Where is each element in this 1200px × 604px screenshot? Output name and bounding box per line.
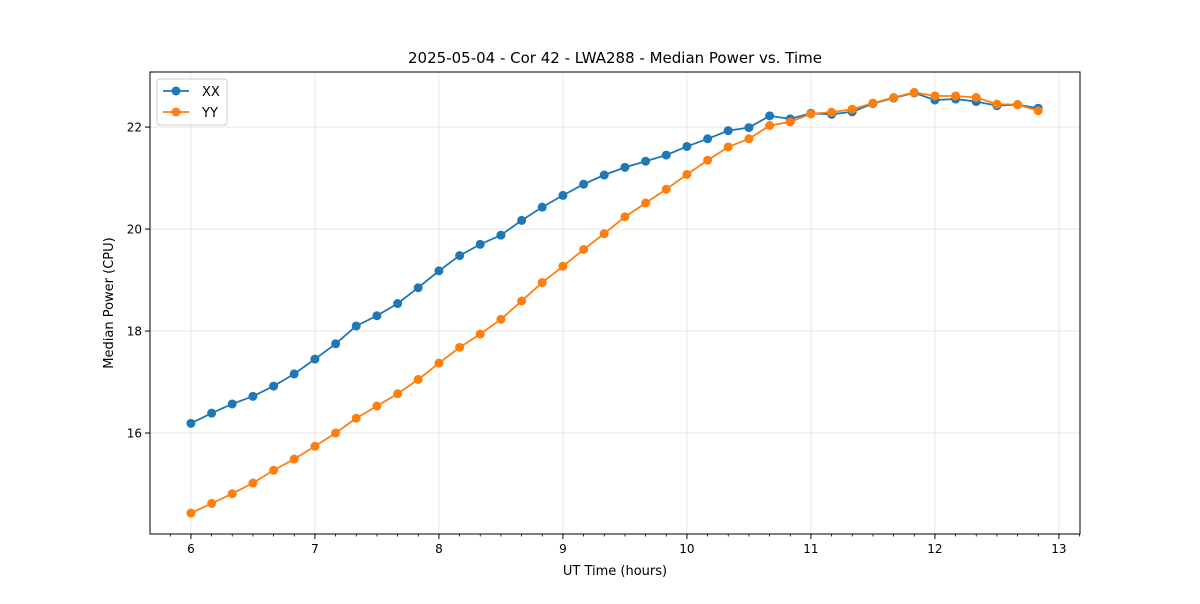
- data-point-xx: [227, 399, 237, 409]
- series-lines: [186, 87, 1043, 518]
- data-point-yy: [496, 314, 506, 324]
- data-point-yy: [868, 98, 878, 108]
- y-tick-label: 20: [127, 223, 142, 237]
- x-tick-label: 11: [803, 542, 818, 556]
- data-point-yy: [661, 184, 671, 194]
- plot-area-frame: [149, 71, 1081, 535]
- data-point-yy: [599, 229, 609, 239]
- data-point-xx: [537, 202, 547, 212]
- data-point-yy: [455, 342, 465, 352]
- data-point-yy: [744, 134, 754, 144]
- data-point-xx: [517, 215, 527, 225]
- data-point-xx: [620, 162, 630, 172]
- data-point-yy: [558, 261, 568, 271]
- data-point-yy: [537, 278, 547, 288]
- data-point-xx: [372, 311, 382, 321]
- data-point-yy: [1013, 100, 1023, 110]
- data-point-xx: [599, 170, 609, 180]
- data-point-yy: [372, 401, 382, 411]
- y-tick-label: 16: [127, 427, 142, 441]
- grid: [150, 72, 1080, 534]
- y-axis-ticks: 16 18 20 22: [127, 121, 150, 441]
- data-point-xx: [579, 179, 589, 189]
- data-point-yy: [248, 478, 258, 488]
- data-point-xx: [186, 418, 196, 428]
- data-point-xx: [475, 239, 485, 249]
- data-point-yy: [186, 508, 196, 518]
- data-point-xx: [558, 190, 568, 200]
- data-point-xx: [641, 156, 651, 166]
- data-point-yy: [806, 109, 816, 119]
- data-point-yy: [785, 117, 795, 127]
- data-point-yy: [930, 91, 940, 101]
- data-point-yy: [207, 498, 217, 508]
- data-point-yy: [289, 454, 299, 464]
- data-point-yy: [992, 99, 1002, 109]
- y-axis-label: Median Power (CPU): [102, 237, 117, 368]
- x-tick-label: 8: [435, 542, 443, 556]
- data-point-yy: [971, 92, 981, 102]
- data-point-yy: [517, 296, 527, 306]
- y-tick-label: 18: [127, 325, 142, 339]
- data-point-xx: [393, 299, 403, 309]
- data-point-xx: [434, 266, 444, 276]
- data-point-yy: [909, 87, 919, 97]
- x-tick-label: 10: [679, 542, 694, 556]
- data-point-yy: [827, 107, 837, 117]
- data-point-xx: [455, 251, 465, 261]
- data-point-yy: [413, 374, 423, 384]
- data-point-yy: [951, 91, 961, 101]
- x-tick-label: 6: [187, 542, 195, 556]
- data-point-xx: [351, 321, 361, 331]
- data-point-xx: [289, 369, 299, 379]
- data-point-yy: [641, 198, 651, 208]
- series-yy: [186, 87, 1043, 518]
- data-point-xx: [413, 283, 423, 293]
- data-point-yy: [434, 358, 444, 368]
- data-point-yy: [227, 489, 237, 499]
- data-point-yy: [723, 142, 733, 152]
- x-tick-label: 12: [927, 542, 942, 556]
- data-point-xx: [703, 134, 713, 144]
- data-point-yy: [847, 104, 857, 114]
- x-tick-label: 9: [559, 542, 567, 556]
- data-point-yy: [310, 441, 320, 451]
- data-point-yy: [393, 389, 403, 399]
- legend-marker-yy: [171, 107, 181, 117]
- data-point-yy: [703, 155, 713, 165]
- data-point-yy: [1033, 106, 1043, 116]
- legend-marker-xx: [171, 86, 181, 96]
- data-point-yy: [889, 92, 899, 102]
- data-point-yy: [579, 244, 589, 254]
- data-point-xx: [331, 339, 341, 349]
- data-point-xx: [682, 141, 692, 151]
- data-point-yy: [269, 465, 279, 475]
- data-point-xx: [496, 230, 506, 240]
- data-point-xx: [207, 408, 217, 418]
- legend-label-xx: XX: [202, 85, 220, 100]
- x-axis-label: UT Time (hours): [563, 564, 667, 579]
- x-tick-label: 7: [311, 542, 319, 556]
- data-point-xx: [248, 391, 258, 401]
- y-tick-label: 22: [127, 121, 142, 135]
- x-tick-label: 13: [1051, 542, 1066, 556]
- x-axis-ticks: 6 7 8 9 10 11 12 13: [169, 534, 1080, 556]
- data-point-xx: [310, 354, 320, 364]
- data-point-xx: [269, 381, 279, 391]
- data-point-yy: [620, 212, 630, 222]
- legend: XX YY: [156, 78, 228, 126]
- data-point-xx: [744, 123, 754, 133]
- data-point-xx: [661, 150, 671, 160]
- data-point-xx: [765, 111, 775, 121]
- chart-title: 2025-05-04 - Cor 42 - LWA288 - Median Po…: [408, 49, 822, 67]
- data-point-yy: [765, 121, 775, 131]
- data-point-yy: [331, 428, 341, 438]
- data-point-xx: [723, 126, 733, 136]
- data-point-yy: [682, 169, 692, 179]
- data-point-yy: [351, 413, 361, 423]
- legend-label-yy: YY: [201, 106, 218, 121]
- data-point-yy: [475, 329, 485, 339]
